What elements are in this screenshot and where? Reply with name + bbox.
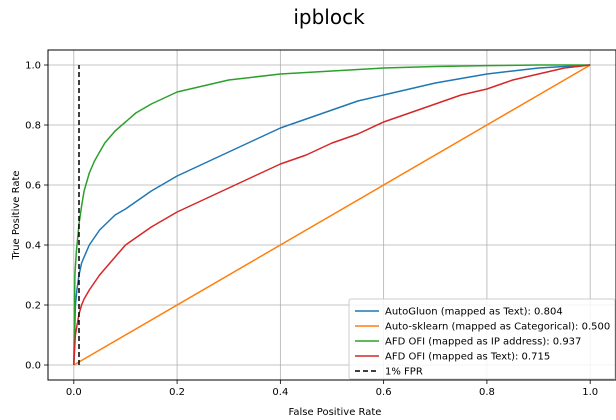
y-axis-label: True Positive Rate (11, 170, 22, 260)
legend-label: Auto-sklearn (mapped as Categorical): 0.… (385, 322, 610, 333)
x-tick-label: 0.0 (66, 387, 82, 398)
legend-label: AFD OFI (mapped as IP address): 0.937 (385, 337, 581, 348)
y-tick-label: 1.0 (25, 61, 41, 72)
legend-label: 1% FPR (385, 367, 423, 378)
legend-label: AutoGluon (mapped as Text): 0.804 (385, 307, 563, 318)
chart-title: ipblock (293, 5, 365, 29)
y-tick-label: 0.0 (25, 361, 41, 372)
series-line-afd-ofi-mapped-as-text-0-715 (73, 64, 591, 366)
y-tick-label: 0.6 (25, 181, 41, 192)
legend-label: AFD OFI (mapped as Text): 0.715 (385, 352, 550, 363)
x-tick-label: 0.4 (272, 387, 288, 398)
x-tick-label: 0.2 (169, 387, 185, 398)
y-tick-label: 0.2 (25, 301, 41, 312)
legend-box (348, 298, 616, 380)
x-tick-label: 0.8 (479, 387, 495, 398)
axis-ticks: 0.0 0.2 0.4 0.6 0.8 1.0 0.0 0.2 0.4 0.6 0.8 1.0 (25, 61, 598, 399)
legend: AutoGluon (mapped as Text): 0.804 Auto-sk… (348, 298, 616, 380)
y-tick-label: 0.4 (25, 241, 41, 252)
x-tick-label: 1.0 (582, 387, 598, 398)
series-line-auto-sklearn-mapped-as-categorical-0-500 (73, 64, 591, 366)
x-tick-label: 0.6 (376, 387, 392, 398)
plot-frame (47, 49, 616, 381)
series-line-autogluon-mapped-as-text-0-804 (73, 64, 591, 366)
series-lines (73, 64, 591, 366)
x-axis-label: False Positive Rate (289, 407, 382, 418)
y-tick-label: 0.8 (25, 121, 41, 132)
grid-lines (48, 50, 616, 380)
